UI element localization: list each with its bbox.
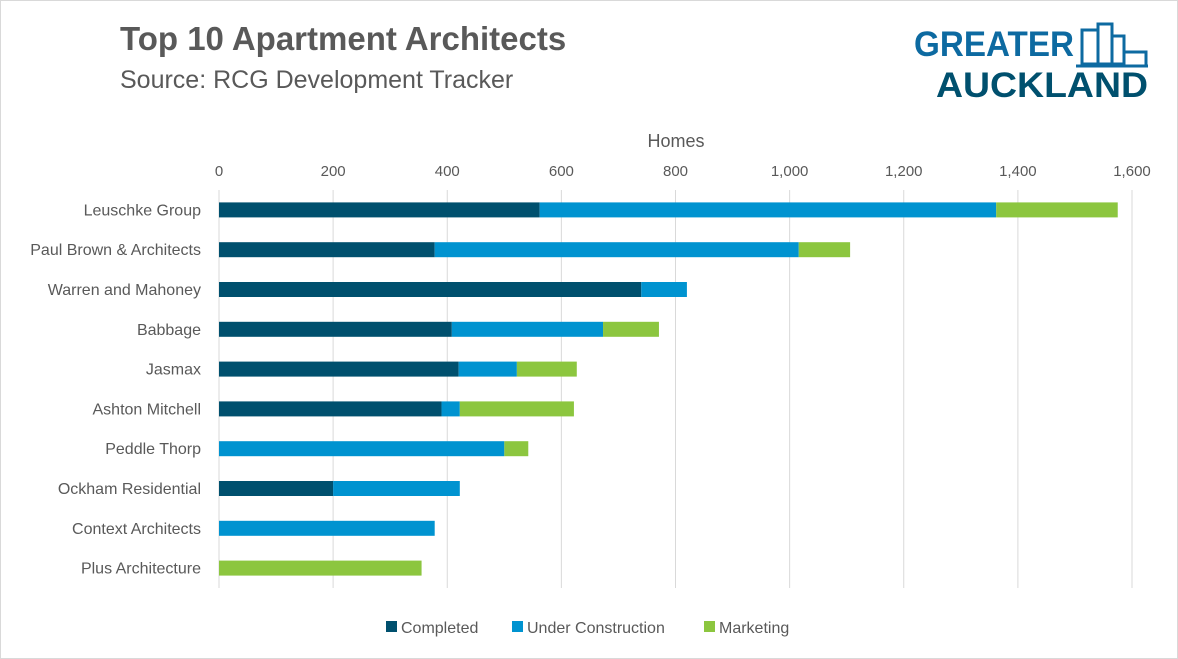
x-tick-label: 1,200: [885, 163, 923, 180]
bar-segment: [451, 321, 604, 337]
bar-segment: [603, 321, 659, 337]
category-label: Ashton Mitchell: [93, 401, 202, 418]
legend-swatch: [512, 621, 523, 632]
legend-label: Under Construction: [527, 620, 665, 637]
bars: [219, 202, 1118, 576]
bar-segment: [219, 361, 459, 377]
x-tick-label: 0: [215, 163, 223, 180]
bar-segment: [219, 401, 442, 417]
bar-segment: [219, 242, 435, 258]
logo-line2: AUCKLAND: [936, 66, 1148, 102]
bar-segment: [539, 202, 997, 218]
bar-segment: [219, 481, 334, 496]
legend: Completed Under Construction Marketing: [386, 620, 789, 637]
bar-segment: [504, 441, 529, 457]
bar-segment: [441, 401, 460, 417]
bar-segment: [333, 481, 460, 496]
chart-subtitle: Source: RCG Development Tracker: [120, 66, 514, 94]
bar-segment: [516, 361, 577, 377]
x-tick-label: 1,600: [1113, 163, 1151, 180]
category-label: Jasmax: [146, 362, 201, 379]
legend-swatch: [704, 621, 715, 632]
logo-line1: GREATER: [914, 25, 1074, 64]
category-labels: Leuschke Group Paul Brown & Architects War…: [30, 202, 201, 577]
category-label: Plus Architecture: [81, 561, 201, 578]
category-label: Context Architects: [72, 521, 201, 538]
bar-segment: [459, 401, 574, 417]
bar-segment: [996, 202, 1118, 218]
x-tick-label: 1,000: [771, 163, 809, 180]
bar-segment: [219, 282, 642, 297]
bar-segment: [219, 321, 452, 337]
greater-auckland-logo: GREATER AUCKLAND: [914, 22, 1148, 102]
bar-segment: [219, 202, 540, 218]
x-tick-label: 200: [321, 163, 346, 180]
x-tick-label: 800: [663, 163, 688, 180]
category-label: Peddle Thorp: [105, 441, 201, 458]
bar-segment: [219, 560, 422, 576]
bar-segment: [458, 361, 517, 377]
bar-segment: [798, 242, 851, 258]
category-label: Ockham Residential: [58, 481, 201, 498]
legend-label: Completed: [401, 620, 478, 637]
x-tick-label: 1,400: [999, 163, 1037, 180]
x-axis-title: Homes: [647, 131, 704, 151]
x-axis-ticks: 0 200 400 600 800 1,000 1,200 1,400 1,600: [215, 163, 1151, 180]
category-label: Babbage: [137, 322, 201, 339]
legend-swatch: [386, 621, 397, 632]
category-label: Warren and Mahoney: [48, 282, 201, 299]
category-label: Paul Brown & Architects: [30, 242, 201, 259]
bar-segment: [641, 282, 687, 297]
chart-title: Top 10 Apartment Architects: [120, 20, 567, 57]
bar-segment: [434, 242, 799, 258]
bar-segment: [219, 441, 505, 457]
legend-label: Marketing: [719, 620, 789, 637]
x-tick-label: 600: [549, 163, 574, 180]
bar-segment: [219, 520, 435, 536]
city-skyline-icon: [1076, 22, 1148, 68]
x-tick-label: 400: [435, 163, 460, 180]
category-label: Leuschke Group: [84, 202, 202, 219]
